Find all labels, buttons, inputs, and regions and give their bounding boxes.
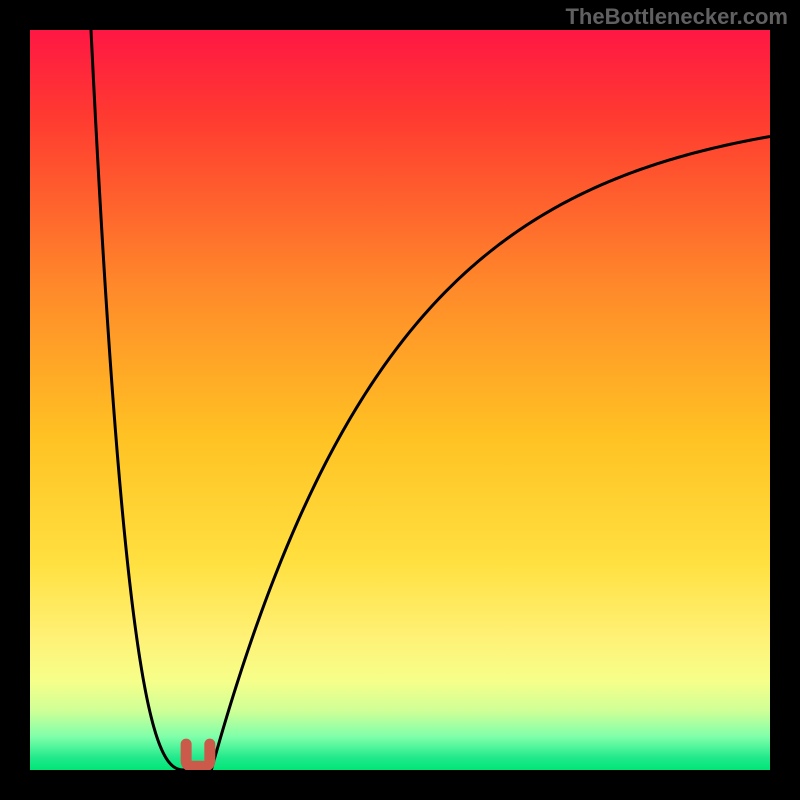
chart-svg xyxy=(30,30,770,770)
watermark-text: TheBottlenecker.com xyxy=(565,4,788,30)
optimal-marker xyxy=(186,744,210,766)
bottleneck-curve xyxy=(89,30,770,770)
